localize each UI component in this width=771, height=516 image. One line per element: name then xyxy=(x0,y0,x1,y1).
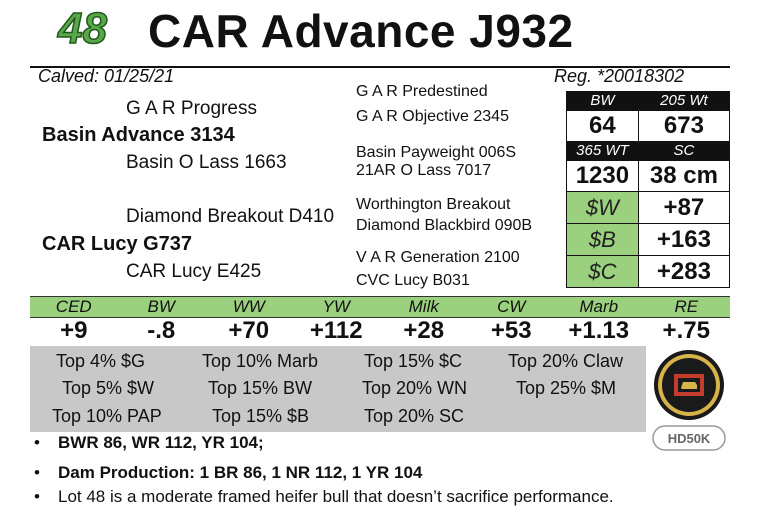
sire: Basin Advance 3134 xyxy=(42,124,235,146)
epd-value-milk: +28 xyxy=(403,317,445,344)
wt365-value: 1230 xyxy=(566,160,639,192)
pedigree-right-5: Worthington Breakout xyxy=(356,196,511,213)
header-rule xyxy=(30,66,730,68)
bw-value: 64 xyxy=(566,110,639,142)
pedigree-right-3: Basin Payweight 006S xyxy=(356,144,517,161)
epd-label-yw: YW xyxy=(322,297,350,316)
epd-header-row: CED BW WW YW Milk CW Marb RE xyxy=(30,296,730,318)
percentile-item: Top 20% SC xyxy=(364,406,465,426)
percentile-item: Top 15% BW xyxy=(208,378,313,398)
epd-value-ww: +70 xyxy=(228,317,270,344)
hd50k-logo: HD50K xyxy=(652,425,726,451)
epd-value-re: +.75 xyxy=(662,317,710,344)
bw-header: BW xyxy=(566,91,639,111)
epd-value-marb: +1.13 xyxy=(568,317,630,344)
note-description: Lot 48 is a moderate framed heifer bull … xyxy=(58,487,614,506)
wt365-header: 365 WT xyxy=(566,141,639,161)
percentile-panel: Top 4% $G Top 10% Marb Top 15% $C Top 20… xyxy=(30,346,646,432)
index-label-w: $W xyxy=(566,191,639,224)
note-dam-production: Dam Production: 1 BR 86, 1 NR 112, 1 YR … xyxy=(58,463,423,482)
registration-number: Reg. *20018302 xyxy=(554,66,685,86)
sc-header: SC xyxy=(637,141,731,161)
dam-dam: CAR Lucy E425 xyxy=(126,261,262,282)
percentile-item: Top 4% $G xyxy=(56,351,146,371)
epd-value-bw: -.8 xyxy=(147,317,176,344)
index-value-b: +163 xyxy=(637,223,731,256)
index-value-c: +283 xyxy=(637,255,731,288)
pedigree-right-8: CVC Lucy B031 xyxy=(356,272,470,289)
epd-label-bw: BW xyxy=(147,297,175,316)
association-seal-icon xyxy=(652,348,726,422)
epd-label-re: RE xyxy=(674,297,699,316)
pedigree-right-4: 21AR O Lass 7017 xyxy=(356,162,492,179)
percentile-item: Top 25% $M xyxy=(516,378,617,398)
dam: CAR Lucy G737 xyxy=(42,233,193,255)
index-label-c: $C xyxy=(566,255,639,288)
epd-value-yw: +112 xyxy=(309,317,363,344)
animal-name: CAR Advance J932 xyxy=(148,5,574,57)
percentile-item: Top 20% Claw xyxy=(508,351,624,371)
epd-label-milk: Milk xyxy=(408,297,439,316)
note-bullet: • xyxy=(34,463,40,482)
note-ratios: BWR 86, WR 112, YR 104; xyxy=(58,433,264,452)
epd-label-cw: CW xyxy=(497,297,526,316)
percentile-item: Top 15% $C xyxy=(364,351,463,371)
wt205-value: 673 xyxy=(637,110,731,142)
pedigree-right-2: G A R Objective 2345 xyxy=(356,108,509,125)
pedigree-right-1: G A R Predestined xyxy=(356,83,488,100)
epd-label-marb: Marb xyxy=(579,297,619,316)
percentile-item: Top 10% Marb xyxy=(202,351,319,371)
epd-value-ced: +9 xyxy=(60,317,88,344)
sire-sire: G A R Progress xyxy=(126,98,257,119)
performance-table: BW 205 Wt 64 673 365 WT SC 1230 38 cm $W… xyxy=(566,91,731,288)
sire-dam: Basin O Lass 1663 xyxy=(126,152,287,173)
percentile-item: Top 10% PAP xyxy=(52,406,162,426)
percentile-item: Top 15% $B xyxy=(212,406,310,426)
percentile-item: Top 20% WN xyxy=(362,378,468,398)
index-label-b: $B xyxy=(566,223,639,256)
index-value-w: +87 xyxy=(637,191,731,224)
epd-label-ww: WW xyxy=(232,297,265,316)
calved-date: Calved: 01/25/21 xyxy=(38,66,175,86)
epd-label-ced: CED xyxy=(55,297,92,316)
lot-number: 48 xyxy=(57,3,107,54)
note-bullet: • xyxy=(34,487,40,506)
wt205-header: 205 Wt xyxy=(637,91,731,111)
note-bullet: • xyxy=(34,433,40,452)
percentile-item: Top 5% $W xyxy=(62,378,155,398)
epd-value-row: +9 -.8 +70 +112 +28 +53 +1.13 +.75 xyxy=(30,317,730,345)
sc-value: 38 cm xyxy=(637,160,731,192)
hd50k-logo-text: HD50K xyxy=(668,431,711,446)
epd-value-cw: +53 xyxy=(490,317,532,344)
dam-sire: Diamond Breakout D410 xyxy=(126,206,335,227)
pedigree-right-6: Diamond Blackbird 090B xyxy=(356,217,533,234)
pedigree-right-7: V A R Generation 2100 xyxy=(356,249,520,266)
